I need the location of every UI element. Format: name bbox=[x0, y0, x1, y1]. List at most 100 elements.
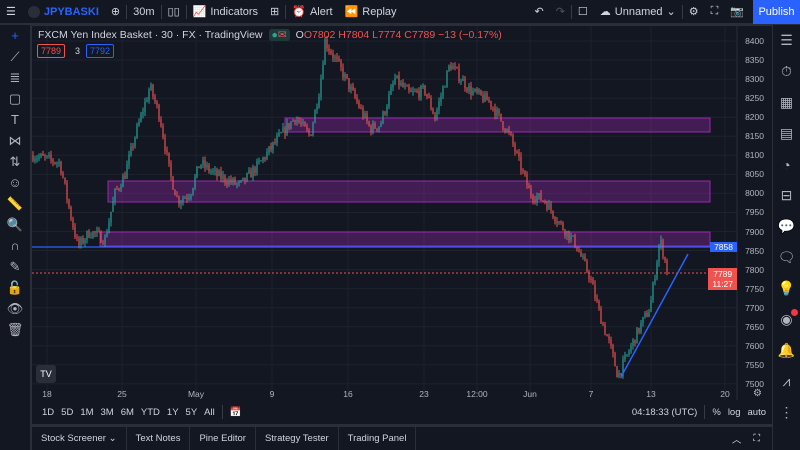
range-1d[interactable]: 1D bbox=[42, 406, 55, 418]
interval-button[interactable]: 30m bbox=[133, 5, 155, 18]
candle-body bbox=[358, 101, 360, 108]
crosshair-icon[interactable]: + bbox=[11, 28, 19, 43]
tab-trading-panel[interactable]: Trading Panel bbox=[339, 427, 417, 450]
calendar-icon[interactable]: ▤ bbox=[779, 125, 794, 141]
ruler-icon[interactable]: 📏 bbox=[6, 195, 24, 211]
prediction-icon[interactable]: ⇅ bbox=[9, 153, 21, 169]
pattern-icon[interactable]: ⋈ bbox=[8, 132, 22, 148]
candle-body bbox=[294, 119, 296, 123]
zoom-icon[interactable]: 🔍 bbox=[6, 216, 24, 232]
zone-rectangle[interactable] bbox=[284, 117, 711, 133]
replay-label: Replay bbox=[362, 5, 397, 18]
log-toggle[interactable]: log bbox=[727, 406, 741, 418]
chevron-up-icon[interactable]: ︿ bbox=[731, 434, 742, 446]
alert-button[interactable]: ⏰ Alert bbox=[286, 0, 338, 24]
alarm-icon: ⏰ bbox=[292, 6, 306, 18]
layout-name-button[interactable]: ☁ Unnamed ⌄ bbox=[594, 0, 682, 24]
indicators-button[interactable]: 📈 Indicators bbox=[187, 0, 264, 24]
eye-icon[interactable]: 👁 bbox=[6, 300, 24, 316]
candle-body bbox=[570, 235, 572, 241]
redo-icon[interactable]: ↷ bbox=[555, 6, 565, 18]
undo-icon[interactable]: ↶ bbox=[534, 6, 544, 18]
chats-icon[interactable]: 💬 bbox=[777, 218, 796, 234]
lock-icon[interactable]: 🔓 bbox=[6, 279, 24, 295]
notifications-icon[interactable]: 🔔 bbox=[777, 342, 796, 358]
publish-button[interactable]: Publish bbox=[753, 0, 800, 24]
range-all[interactable]: All bbox=[204, 406, 215, 418]
right-sidebar: ☰ ⏱ ▦ ▤ ◔ ⊟ 💬 🗨 💡 ◉ 🔔 ⩘ ⋮ bbox=[772, 25, 800, 450]
compare-add-icon[interactable]: ⊕ bbox=[110, 6, 121, 18]
more-icon[interactable]: ⋮ bbox=[779, 404, 794, 420]
symbol-search[interactable]: JPYBASKI bbox=[22, 0, 105, 24]
candle-body bbox=[666, 260, 668, 273]
tradingview-logo[interactable]: TV bbox=[36, 365, 56, 383]
watchlist-icon[interactable]: ☰ bbox=[780, 32, 793, 48]
camera-icon[interactable]: 📷 bbox=[730, 6, 744, 18]
goto-date-icon[interactable]: 📅 bbox=[229, 406, 242, 418]
percent-toggle[interactable]: % bbox=[712, 406, 721, 418]
range-5y[interactable]: 5Y bbox=[185, 406, 198, 418]
candle-body bbox=[38, 156, 40, 159]
trend-line[interactable] bbox=[620, 253, 689, 378]
candle-body bbox=[244, 177, 246, 182]
candles-icon[interactable]: ▯▯ bbox=[167, 6, 180, 18]
magnet-icon[interactable]: ∩ bbox=[10, 238, 20, 253]
candle-body bbox=[32, 155, 34, 162]
layout-square-icon[interactable]: ☐ bbox=[577, 6, 588, 18]
chart-pane[interactable] bbox=[32, 26, 772, 400]
maximize-icon[interactable]: ⛶ bbox=[753, 433, 760, 444]
pie-chart-icon[interactable]: ◔ bbox=[782, 156, 791, 173]
candle-body bbox=[84, 239, 86, 244]
rectangle-icon[interactable]: ▢ bbox=[8, 90, 22, 106]
candle-body bbox=[336, 56, 338, 59]
buy-price[interactable]: 7792 bbox=[86, 44, 115, 58]
fullscreen-icon[interactable]: ⛶ bbox=[710, 5, 719, 17]
templates-icon[interactable]: ⊞ bbox=[270, 6, 280, 18]
clock[interactable]: 04:18:33 (UTC) bbox=[631, 406, 698, 418]
news-icon[interactable]: ▦ bbox=[779, 94, 794, 110]
range-6m[interactable]: 6M bbox=[120, 406, 134, 418]
trash-icon[interactable]: 🗑 bbox=[6, 321, 24, 337]
range-5d[interactable]: 5D bbox=[61, 406, 74, 418]
replay-button[interactable]: ⏪ Replay bbox=[339, 0, 403, 24]
candle-body bbox=[94, 231, 96, 233]
tab-stock-screener[interactable]: Stock Screener ⌄ bbox=[32, 427, 127, 450]
zone-rectangle[interactable] bbox=[99, 231, 711, 247]
trendline-icon[interactable]: ⟋ bbox=[10, 48, 20, 64]
text-icon[interactable]: T bbox=[11, 112, 19, 127]
sell-price[interactable]: 7789 bbox=[37, 44, 66, 58]
zone-rectangle[interactable] bbox=[107, 180, 711, 203]
data-window-icon[interactable]: ⊟ bbox=[780, 187, 793, 203]
range-ytd[interactable]: YTD bbox=[140, 406, 160, 418]
tab-text-notes[interactable]: Text Notes bbox=[127, 427, 191, 450]
range-1y[interactable]: 1Y bbox=[166, 406, 179, 418]
candle-body bbox=[274, 142, 276, 144]
chat-icon[interactable]: 🗨 bbox=[777, 249, 796, 265]
candle-body bbox=[36, 158, 38, 160]
range-3m[interactable]: 3M bbox=[100, 406, 114, 418]
candle-body bbox=[128, 154, 130, 165]
lock-drawing-icon[interactable]: ✎ bbox=[9, 258, 21, 274]
ideas-icon[interactable]: 💡 bbox=[777, 280, 796, 296]
tab-strategy-tester[interactable]: Strategy Tester bbox=[256, 427, 339, 450]
auto-toggle[interactable]: auto bbox=[747, 406, 767, 418]
candle-body bbox=[416, 91, 418, 93]
candle-body bbox=[650, 300, 652, 312]
axis-settings-icon[interactable]: ⚙ bbox=[753, 388, 762, 399]
fib-icon[interactable]: ≣ bbox=[9, 69, 21, 85]
price-chart[interactable] bbox=[32, 26, 772, 400]
emoji-icon[interactable]: ☺ bbox=[8, 175, 22, 190]
candle-body bbox=[380, 122, 382, 127]
candle-body bbox=[480, 90, 482, 95]
range-1m[interactable]: 1M bbox=[80, 406, 94, 418]
tab-pine-editor[interactable]: Pine Editor bbox=[190, 427, 256, 450]
candle-body bbox=[116, 188, 118, 190]
candle-body bbox=[314, 109, 316, 124]
candle-body bbox=[522, 170, 524, 172]
streams-icon[interactable]: ◉ bbox=[773, 304, 800, 335]
hotlist-icon[interactable]: ⩘ bbox=[782, 373, 791, 389]
clock-alert-icon[interactable]: ⏱ bbox=[781, 63, 792, 79]
gear-icon[interactable]: ⚙ bbox=[688, 6, 699, 18]
market-status-icon[interactable]: ●✉ bbox=[268, 29, 290, 41]
menu-icon[interactable]: ☰ bbox=[6, 6, 16, 18]
